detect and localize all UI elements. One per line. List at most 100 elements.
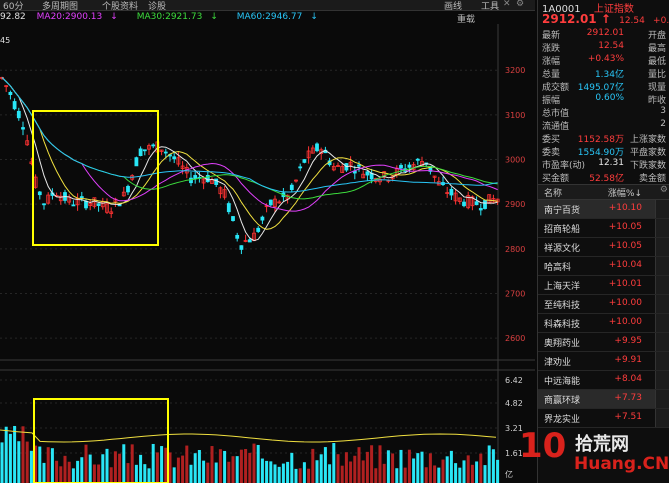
ma60-line bbox=[1, 77, 498, 193]
y-tick-label: 2900 bbox=[505, 200, 525, 209]
list-side-cell bbox=[655, 276, 669, 294]
quote-value: 12.31 bbox=[598, 158, 624, 168]
candle-body bbox=[172, 156, 177, 160]
stock-name: 祥源文化 bbox=[544, 244, 581, 254]
candle-body bbox=[12, 101, 17, 110]
stock-pct: +10.04 bbox=[608, 260, 642, 270]
quote-label-2: 昨收 bbox=[647, 96, 666, 106]
candlestick-chart[interactable]: 3200 3100 3000 2900 2800 2700 2600 45 6.42 4.82 3.… bbox=[0, 24, 535, 483]
volume-bar bbox=[269, 461, 273, 483]
col-name[interactable]: 名称 bbox=[544, 189, 563, 199]
candle-body bbox=[109, 211, 114, 214]
candle-body bbox=[222, 189, 227, 198]
price-change: 12.54 bbox=[619, 16, 645, 26]
draw-button[interactable]: 画线 bbox=[444, 2, 463, 12]
volume-bar bbox=[311, 448, 315, 483]
y-tick-label: 2600 bbox=[505, 334, 525, 343]
volume-bar bbox=[130, 444, 134, 483]
volume-bar bbox=[252, 443, 256, 483]
volume-bar bbox=[441, 459, 445, 483]
stock-pct: +10.01 bbox=[608, 279, 642, 289]
candle-body bbox=[462, 201, 466, 207]
quote-label-2: 2 bbox=[660, 119, 666, 129]
candle-body bbox=[142, 149, 147, 152]
volume-bar bbox=[172, 467, 176, 483]
volume-bar bbox=[357, 447, 361, 483]
volume-bar bbox=[340, 465, 344, 483]
volume-bar bbox=[395, 468, 399, 483]
candle-body bbox=[126, 185, 130, 193]
gear-icon[interactable]: ⚙ bbox=[659, 185, 668, 195]
quote-value: 1.34亿 bbox=[594, 70, 624, 80]
volume-bar bbox=[164, 447, 168, 483]
volume-bar bbox=[185, 445, 189, 483]
volume-bar bbox=[168, 452, 172, 483]
stock-list-item[interactable]: 至纯科技 +10.00 bbox=[538, 295, 669, 314]
candle-body bbox=[25, 140, 30, 146]
stock-list-item[interactable]: 商赢环球 +7.73 bbox=[538, 390, 669, 409]
candle-body bbox=[189, 177, 193, 184]
tools-button[interactable]: 工具 bbox=[481, 2, 500, 12]
list-side-cell bbox=[655, 219, 669, 237]
multi-period-button[interactable]: 多周期图 bbox=[42, 2, 79, 12]
volume-bar bbox=[80, 457, 84, 483]
quote-row: 委买 1152.58万 上涨家数 bbox=[538, 132, 669, 145]
stock-pct: +10.00 bbox=[608, 317, 642, 327]
highlight-box-price bbox=[32, 110, 159, 246]
stock-list-item[interactable]: 南宁百货 +10.10 bbox=[538, 200, 669, 219]
volume-bar bbox=[151, 443, 155, 483]
period-button[interactable]: 60分 bbox=[3, 2, 24, 12]
stock-list-item[interactable]: 中远海能 +8.04 bbox=[538, 371, 669, 390]
quote-row: 最新 2912.01 开盘 bbox=[538, 28, 669, 41]
volume-bar bbox=[67, 461, 71, 483]
candle-body bbox=[231, 216, 235, 221]
stock-list-item[interactable]: 津劝业 +9.91 bbox=[538, 352, 669, 371]
fundamentals-button[interactable]: 个股资料 bbox=[102, 2, 139, 12]
quote-row: 涨幅 +0.43% 最低 bbox=[538, 54, 669, 67]
stock-list-item[interactable]: 科森科技 +10.00 bbox=[538, 314, 669, 333]
volume-bar bbox=[139, 454, 143, 483]
volume-bar bbox=[176, 457, 180, 483]
overlay-button[interactable]: 重载 bbox=[457, 15, 476, 25]
candle-body bbox=[315, 143, 319, 152]
candle-body bbox=[294, 179, 298, 182]
candle-body bbox=[0, 77, 4, 79]
volume-bar bbox=[391, 453, 395, 483]
candle-body bbox=[96, 203, 101, 206]
quote-value: 0.60% bbox=[595, 93, 624, 103]
stock-list-item[interactable]: 奥翔药业 +9.95 bbox=[538, 333, 669, 352]
ma30-label: MA30:2921.73 ↓ bbox=[136, 12, 218, 22]
col-pct[interactable]: 涨幅%↓ bbox=[607, 189, 642, 199]
volume-bar bbox=[454, 463, 458, 483]
candle-body bbox=[361, 173, 366, 179]
candle-body bbox=[457, 197, 462, 202]
candle-body bbox=[277, 201, 282, 204]
volume-bar bbox=[59, 466, 63, 483]
stock-list-item[interactable]: 界龙实业 +7.51 bbox=[538, 409, 669, 428]
volume-bar bbox=[307, 468, 311, 483]
volume-bar bbox=[374, 468, 378, 483]
stock-list-item[interactable]: 祥源文化 +10.05 bbox=[538, 238, 669, 257]
volume-bar bbox=[197, 450, 201, 483]
candle-body bbox=[483, 200, 487, 209]
candle-body bbox=[432, 175, 437, 178]
candle-body bbox=[176, 157, 181, 165]
diagnose-button[interactable]: 诊股 bbox=[148, 2, 167, 12]
stock-list-item[interactable]: 哈高科 +10.04 bbox=[538, 257, 669, 276]
settings-icon[interactable]: ⚙ bbox=[516, 0, 525, 9]
volume-bar bbox=[399, 449, 403, 483]
volume-bar bbox=[336, 454, 340, 483]
quote-label-2: 最低 bbox=[647, 57, 666, 67]
stock-list-item[interactable]: 招商轮船 +10.05 bbox=[538, 219, 669, 238]
volume-bar bbox=[412, 458, 416, 483]
volume-bar bbox=[227, 461, 231, 483]
volume-bar bbox=[344, 452, 348, 483]
volume-bar bbox=[21, 426, 25, 483]
quote-label-2: 开盘 bbox=[647, 31, 666, 41]
close-icon[interactable]: ✕ bbox=[503, 0, 511, 9]
volume-bar bbox=[109, 467, 113, 483]
stock-list-item[interactable]: 上海天洋 +10.01 bbox=[538, 276, 669, 295]
quote-label: 总市值 bbox=[542, 109, 570, 119]
candle-body bbox=[8, 91, 13, 95]
ma10-line bbox=[1, 77, 498, 230]
